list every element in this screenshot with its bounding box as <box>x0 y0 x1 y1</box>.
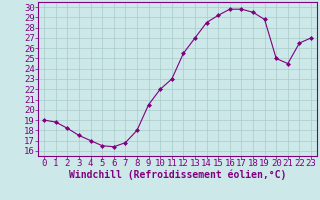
X-axis label: Windchill (Refroidissement éolien,°C): Windchill (Refroidissement éolien,°C) <box>69 170 286 180</box>
